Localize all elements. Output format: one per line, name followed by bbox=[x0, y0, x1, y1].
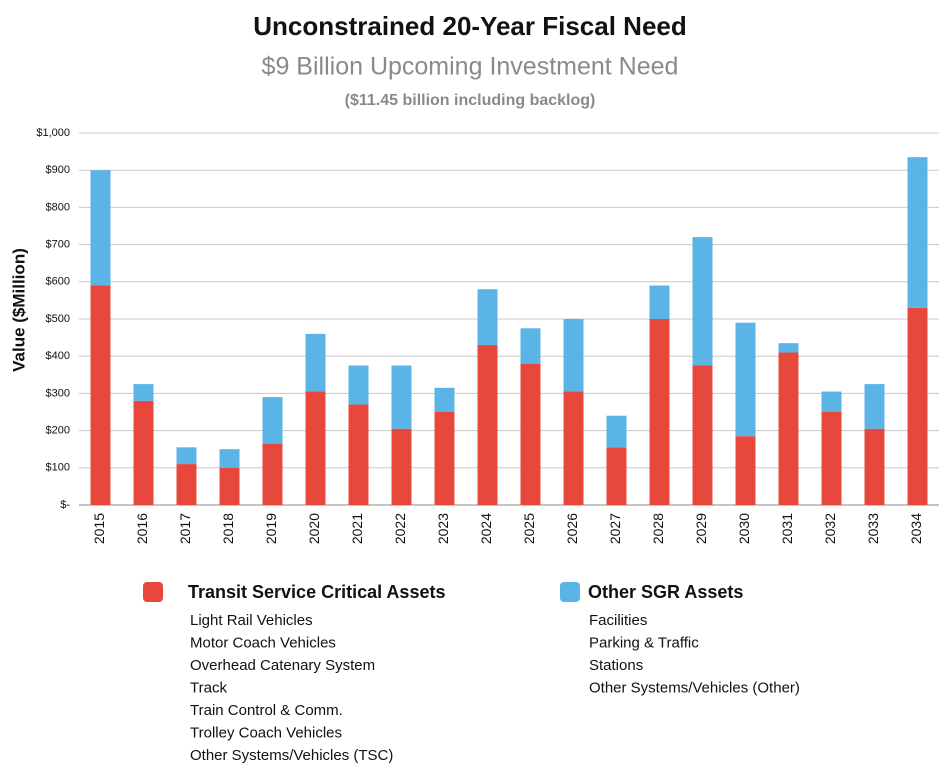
x-tick-label: 2023 bbox=[435, 513, 451, 544]
legend-swatch bbox=[143, 582, 163, 602]
x-tick-label: 2032 bbox=[822, 513, 838, 544]
x-tick-label: 2017 bbox=[177, 513, 193, 544]
y-tick-label: $200 bbox=[46, 425, 70, 437]
bar-segment bbox=[176, 447, 197, 465]
bar-segment bbox=[563, 391, 584, 505]
bar-segment bbox=[219, 467, 240, 505]
bar-segment bbox=[778, 352, 799, 505]
y-tick-label: $800 bbox=[46, 201, 70, 213]
bar-segment bbox=[520, 363, 541, 505]
bar-segment bbox=[219, 449, 240, 468]
bar-segment bbox=[348, 404, 369, 505]
bar-segment bbox=[434, 412, 455, 505]
bar-segment bbox=[692, 237, 713, 366]
legend-label: Other SGR Assets bbox=[588, 582, 743, 602]
x-tick-label: 2027 bbox=[607, 513, 623, 544]
bar-segment bbox=[864, 428, 885, 505]
y-tick-label: $- bbox=[60, 499, 70, 511]
legend-swatch bbox=[560, 582, 580, 602]
bar-segment bbox=[735, 322, 756, 437]
bar-segment bbox=[176, 464, 197, 505]
x-tick-label: 2015 bbox=[91, 513, 107, 544]
y-tick-label: $100 bbox=[46, 462, 70, 474]
legend-member: Stations bbox=[589, 657, 643, 674]
bar-segment bbox=[778, 343, 799, 353]
x-tick-label: 2033 bbox=[865, 513, 881, 544]
legend-member: Train Control & Comm. bbox=[190, 702, 343, 719]
bar-segment bbox=[262, 397, 283, 444]
bar-segment bbox=[262, 443, 283, 505]
y-tick-label: $500 bbox=[46, 313, 70, 325]
bar-segment bbox=[520, 328, 541, 364]
y-tick-label: $700 bbox=[46, 239, 70, 251]
bar-segment bbox=[907, 307, 928, 505]
bar-segment bbox=[563, 319, 584, 392]
bar-segment bbox=[391, 365, 412, 429]
x-tick-label: 2034 bbox=[908, 513, 924, 544]
x-tick-label: 2022 bbox=[392, 513, 408, 544]
chart-subtitle: $9 Billion Upcoming Investment Need bbox=[262, 53, 679, 81]
bar-segment bbox=[649, 319, 670, 505]
y-tick-label: $400 bbox=[46, 350, 70, 362]
chart-title: Unconstrained 20-Year Fiscal Need bbox=[253, 11, 687, 41]
y-axis-label: Value ($Million) bbox=[9, 248, 28, 372]
bar-segment bbox=[90, 285, 111, 505]
x-tick-label: 2029 bbox=[693, 513, 709, 544]
x-tick-label: 2031 bbox=[779, 513, 795, 544]
bar-segment bbox=[606, 415, 627, 448]
bar-segment bbox=[305, 333, 326, 392]
legend-member: Track bbox=[190, 679, 227, 696]
bar-segment bbox=[348, 365, 369, 405]
bar-segment bbox=[133, 400, 154, 505]
y-tick-label: $600 bbox=[46, 276, 70, 288]
x-tick-label: 2019 bbox=[263, 513, 279, 544]
legend-member: Other Systems/Vehicles (TSC) bbox=[190, 747, 393, 764]
x-tick-label: 2028 bbox=[650, 513, 666, 544]
legend-member: Trolley Coach Vehicles bbox=[190, 724, 342, 741]
bar-segment bbox=[735, 436, 756, 505]
bar-segment bbox=[821, 391, 842, 412]
bar-segment bbox=[133, 384, 154, 401]
bar-segment bbox=[649, 285, 670, 319]
bar-segment bbox=[391, 428, 412, 505]
x-tick-label: 2020 bbox=[306, 513, 322, 544]
bar-segment bbox=[821, 412, 842, 505]
x-tick-label: 2016 bbox=[134, 513, 150, 544]
legend-member: Overhead Catenary System bbox=[190, 657, 375, 674]
legend-member: Other Systems/Vehicles (Other) bbox=[589, 679, 800, 696]
bar-segment bbox=[477, 345, 498, 505]
legend-label: Transit Service Critical Assets bbox=[188, 582, 445, 602]
y-tick-label: $300 bbox=[46, 387, 70, 399]
bar-segment bbox=[434, 387, 455, 412]
bar-segment bbox=[477, 289, 498, 346]
y-tick-label: $1,000 bbox=[36, 127, 70, 139]
y-tick-label: $900 bbox=[46, 164, 70, 176]
bar-segment bbox=[606, 447, 627, 505]
x-tick-label: 2021 bbox=[349, 513, 365, 544]
bar-segment bbox=[305, 391, 326, 505]
bar-segment bbox=[90, 170, 111, 286]
bar-segment bbox=[907, 157, 928, 308]
x-tick-label: 2018 bbox=[220, 513, 236, 544]
bar-segment bbox=[692, 365, 713, 505]
bar-segment bbox=[864, 384, 885, 429]
x-tick-label: 2024 bbox=[478, 513, 494, 544]
x-tick-label: 2025 bbox=[521, 513, 537, 544]
x-tick-label: 2026 bbox=[564, 513, 580, 544]
legend-member: Motor Coach Vehicles bbox=[190, 634, 336, 651]
x-tick-label: 2030 bbox=[736, 513, 752, 544]
chart-note: ($11.45 billion including backlog) bbox=[345, 92, 596, 109]
legend-member: Light Rail Vehicles bbox=[190, 612, 313, 629]
legend-member: Facilities bbox=[589, 612, 647, 629]
legend-member: Parking & Traffic bbox=[589, 634, 699, 651]
